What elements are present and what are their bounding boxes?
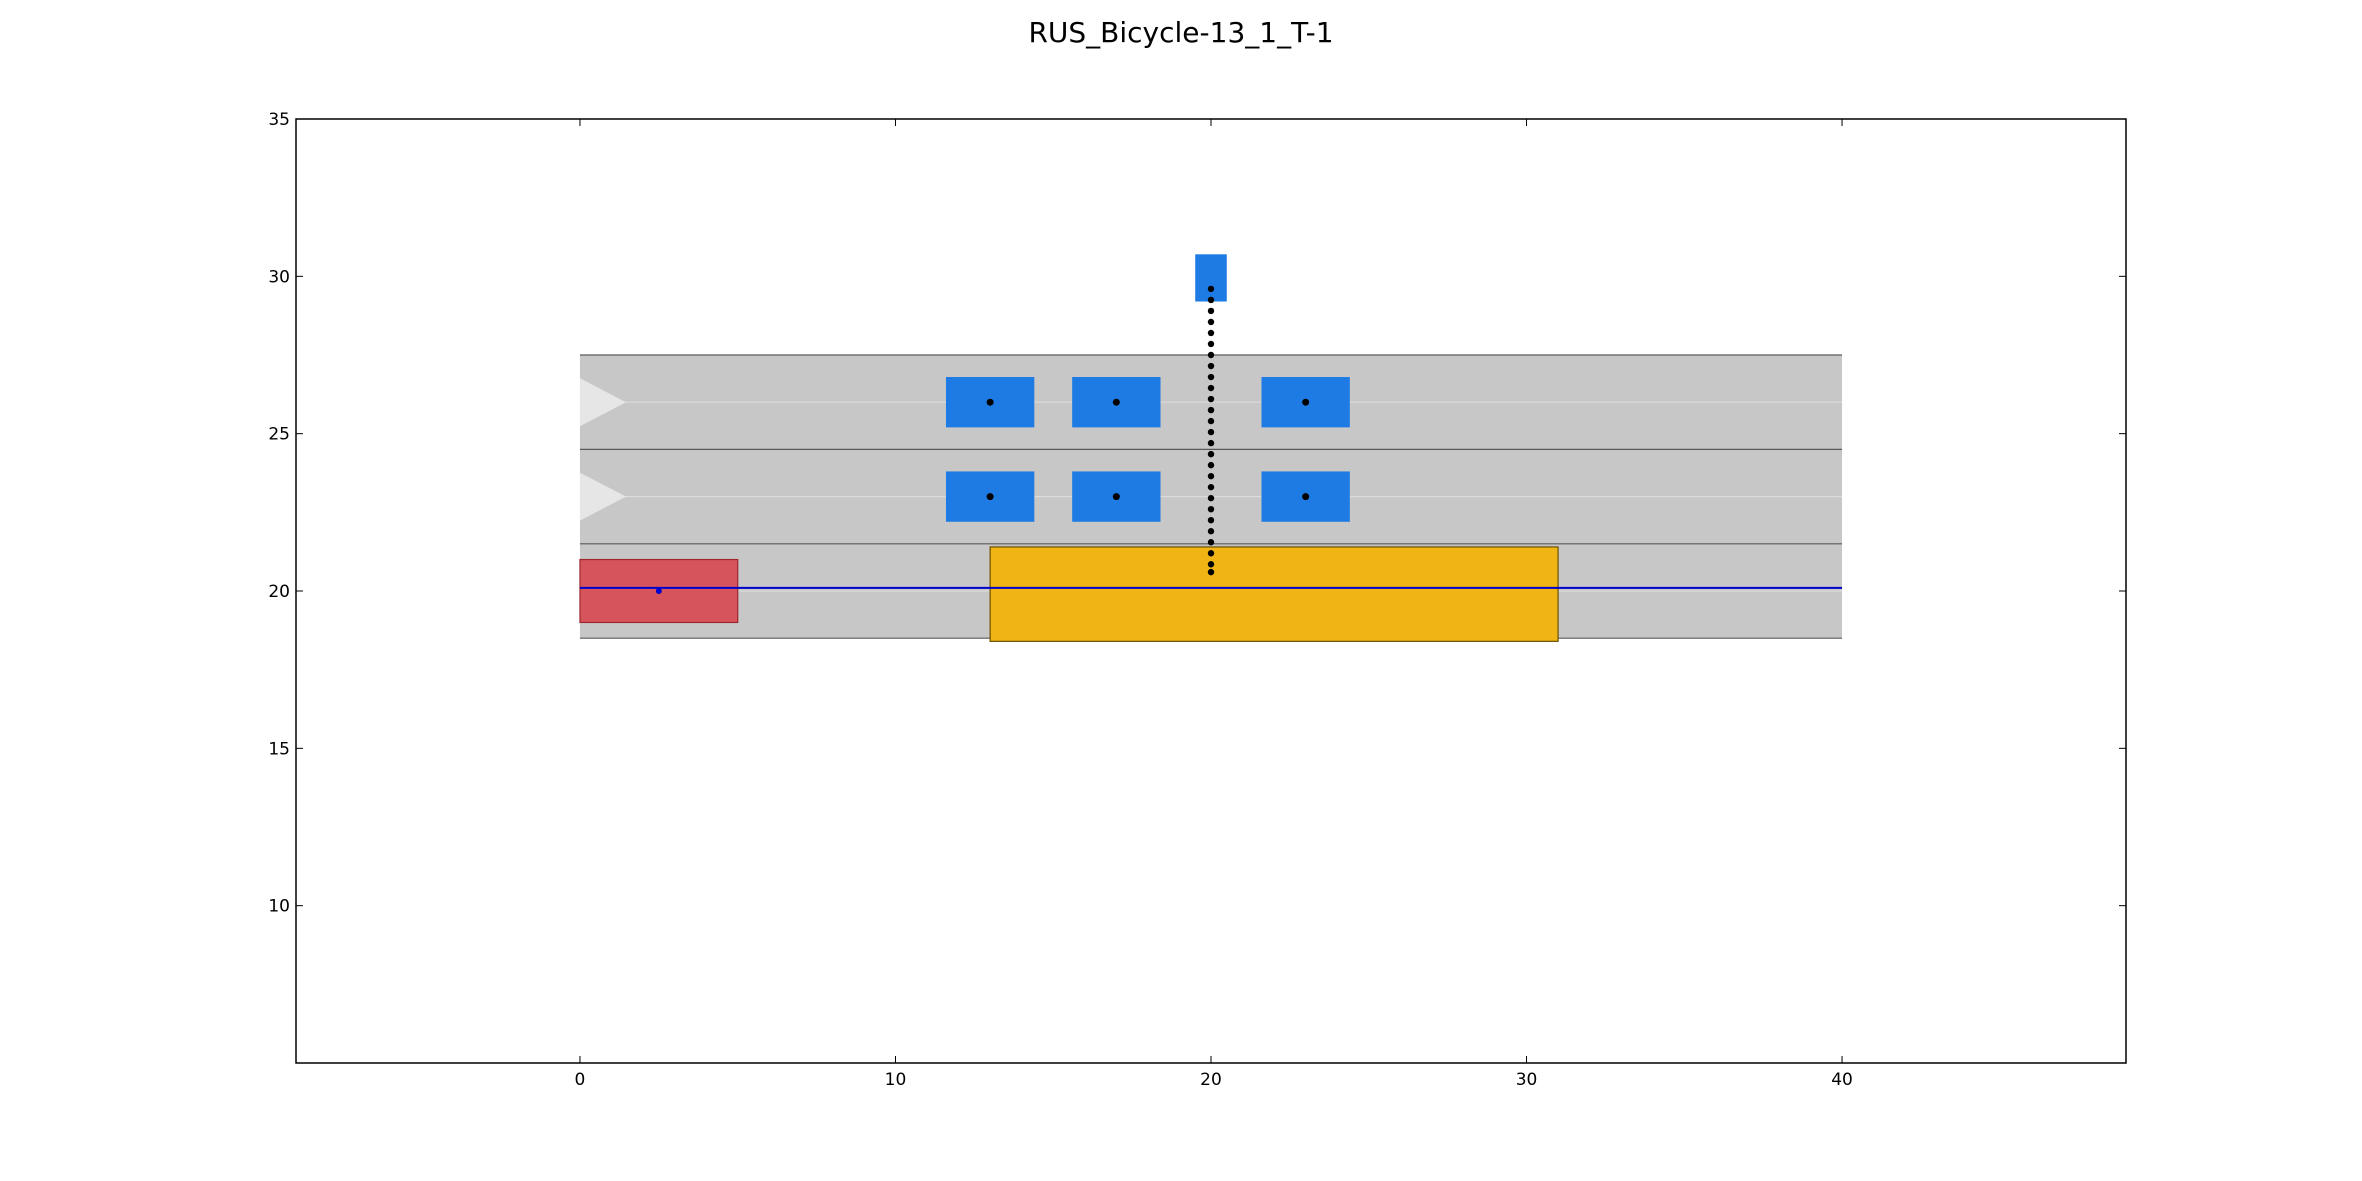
- lane-direction-arrow: [579, 378, 626, 427]
- trajectory-point: [1207, 318, 1215, 326]
- trajectory-point: [1207, 417, 1215, 425]
- trajectory-point: [1207, 329, 1215, 337]
- x-tick-label: 40: [1831, 1070, 1853, 1090]
- static-obstacle: [989, 546, 1559, 642]
- ego-center-marker: [655, 588, 662, 594]
- lane-direction-arrows: [579, 378, 626, 521]
- dynamic-obstacles: [945, 254, 1350, 522]
- trajectory-point: [1207, 517, 1215, 524]
- trajectory-point: [1207, 472, 1215, 480]
- trajectory-point: [1207, 561, 1215, 568]
- trajectory-point: [1207, 285, 1215, 293]
- trajectory-point: [1207, 483, 1215, 491]
- trajectory-point: [1207, 505, 1215, 513]
- dynamic-obstacle-center: [1112, 398, 1120, 406]
- trajectory-point: [1207, 528, 1215, 535]
- y-tick-label: 30: [268, 267, 290, 287]
- trajectory-point: [1207, 296, 1215, 304]
- x-tick-label: 10: [885, 1070, 907, 1090]
- trajectory-point: [1207, 406, 1215, 414]
- axes: 0 10 20 30 40 10 15 20 25 30 35: [268, 110, 2127, 1090]
- trajectory-point: [1207, 395, 1215, 403]
- y-tick-label: 20: [268, 582, 290, 602]
- bicycle-trajectory: [1207, 285, 1215, 576]
- trajectory-point: [1207, 550, 1215, 557]
- lane-direction-arrow: [579, 472, 626, 521]
- route-group: [579, 586, 1843, 594]
- trajectory-point: [1207, 384, 1215, 392]
- dynamic-obstacle-center: [1302, 493, 1310, 501]
- chart-title: RUS_Bicycle-13_1_T-1: [1028, 16, 1334, 49]
- x-tick-label: 30: [1516, 1070, 1538, 1090]
- y-tick-label: 15: [268, 739, 290, 759]
- trajectory-point: [1207, 351, 1215, 359]
- x-tick-label: 0: [575, 1070, 586, 1090]
- bicycle: [1195, 254, 1227, 302]
- y-tick-label: 35: [268, 110, 290, 130]
- trajectory-point: [1207, 539, 1215, 546]
- trajectory-point: [1207, 373, 1215, 381]
- static-obstacles: [989, 546, 1559, 642]
- trajectory-point: [1207, 340, 1215, 348]
- trajectory-point: [1207, 307, 1215, 315]
- trajectory-point: [1207, 439, 1215, 447]
- trajectory-point: [1207, 428, 1215, 436]
- trajectory-point: [1207, 362, 1215, 370]
- dynamic-obstacle-center: [1302, 398, 1310, 406]
- y-tick-label: 25: [268, 425, 290, 445]
- dynamic-obstacle-center: [986, 398, 994, 406]
- dynamic-obstacle-center: [986, 493, 994, 501]
- x-tick-label: 20: [1200, 1070, 1222, 1090]
- trajectory-point: [1207, 568, 1215, 576]
- trajectory-point: [1207, 450, 1215, 458]
- trajectory-point: [1207, 461, 1215, 469]
- y-tick-label: 10: [268, 897, 290, 917]
- dynamic-obstacle-center: [1112, 493, 1120, 501]
- trajectory-point: [1207, 494, 1215, 502]
